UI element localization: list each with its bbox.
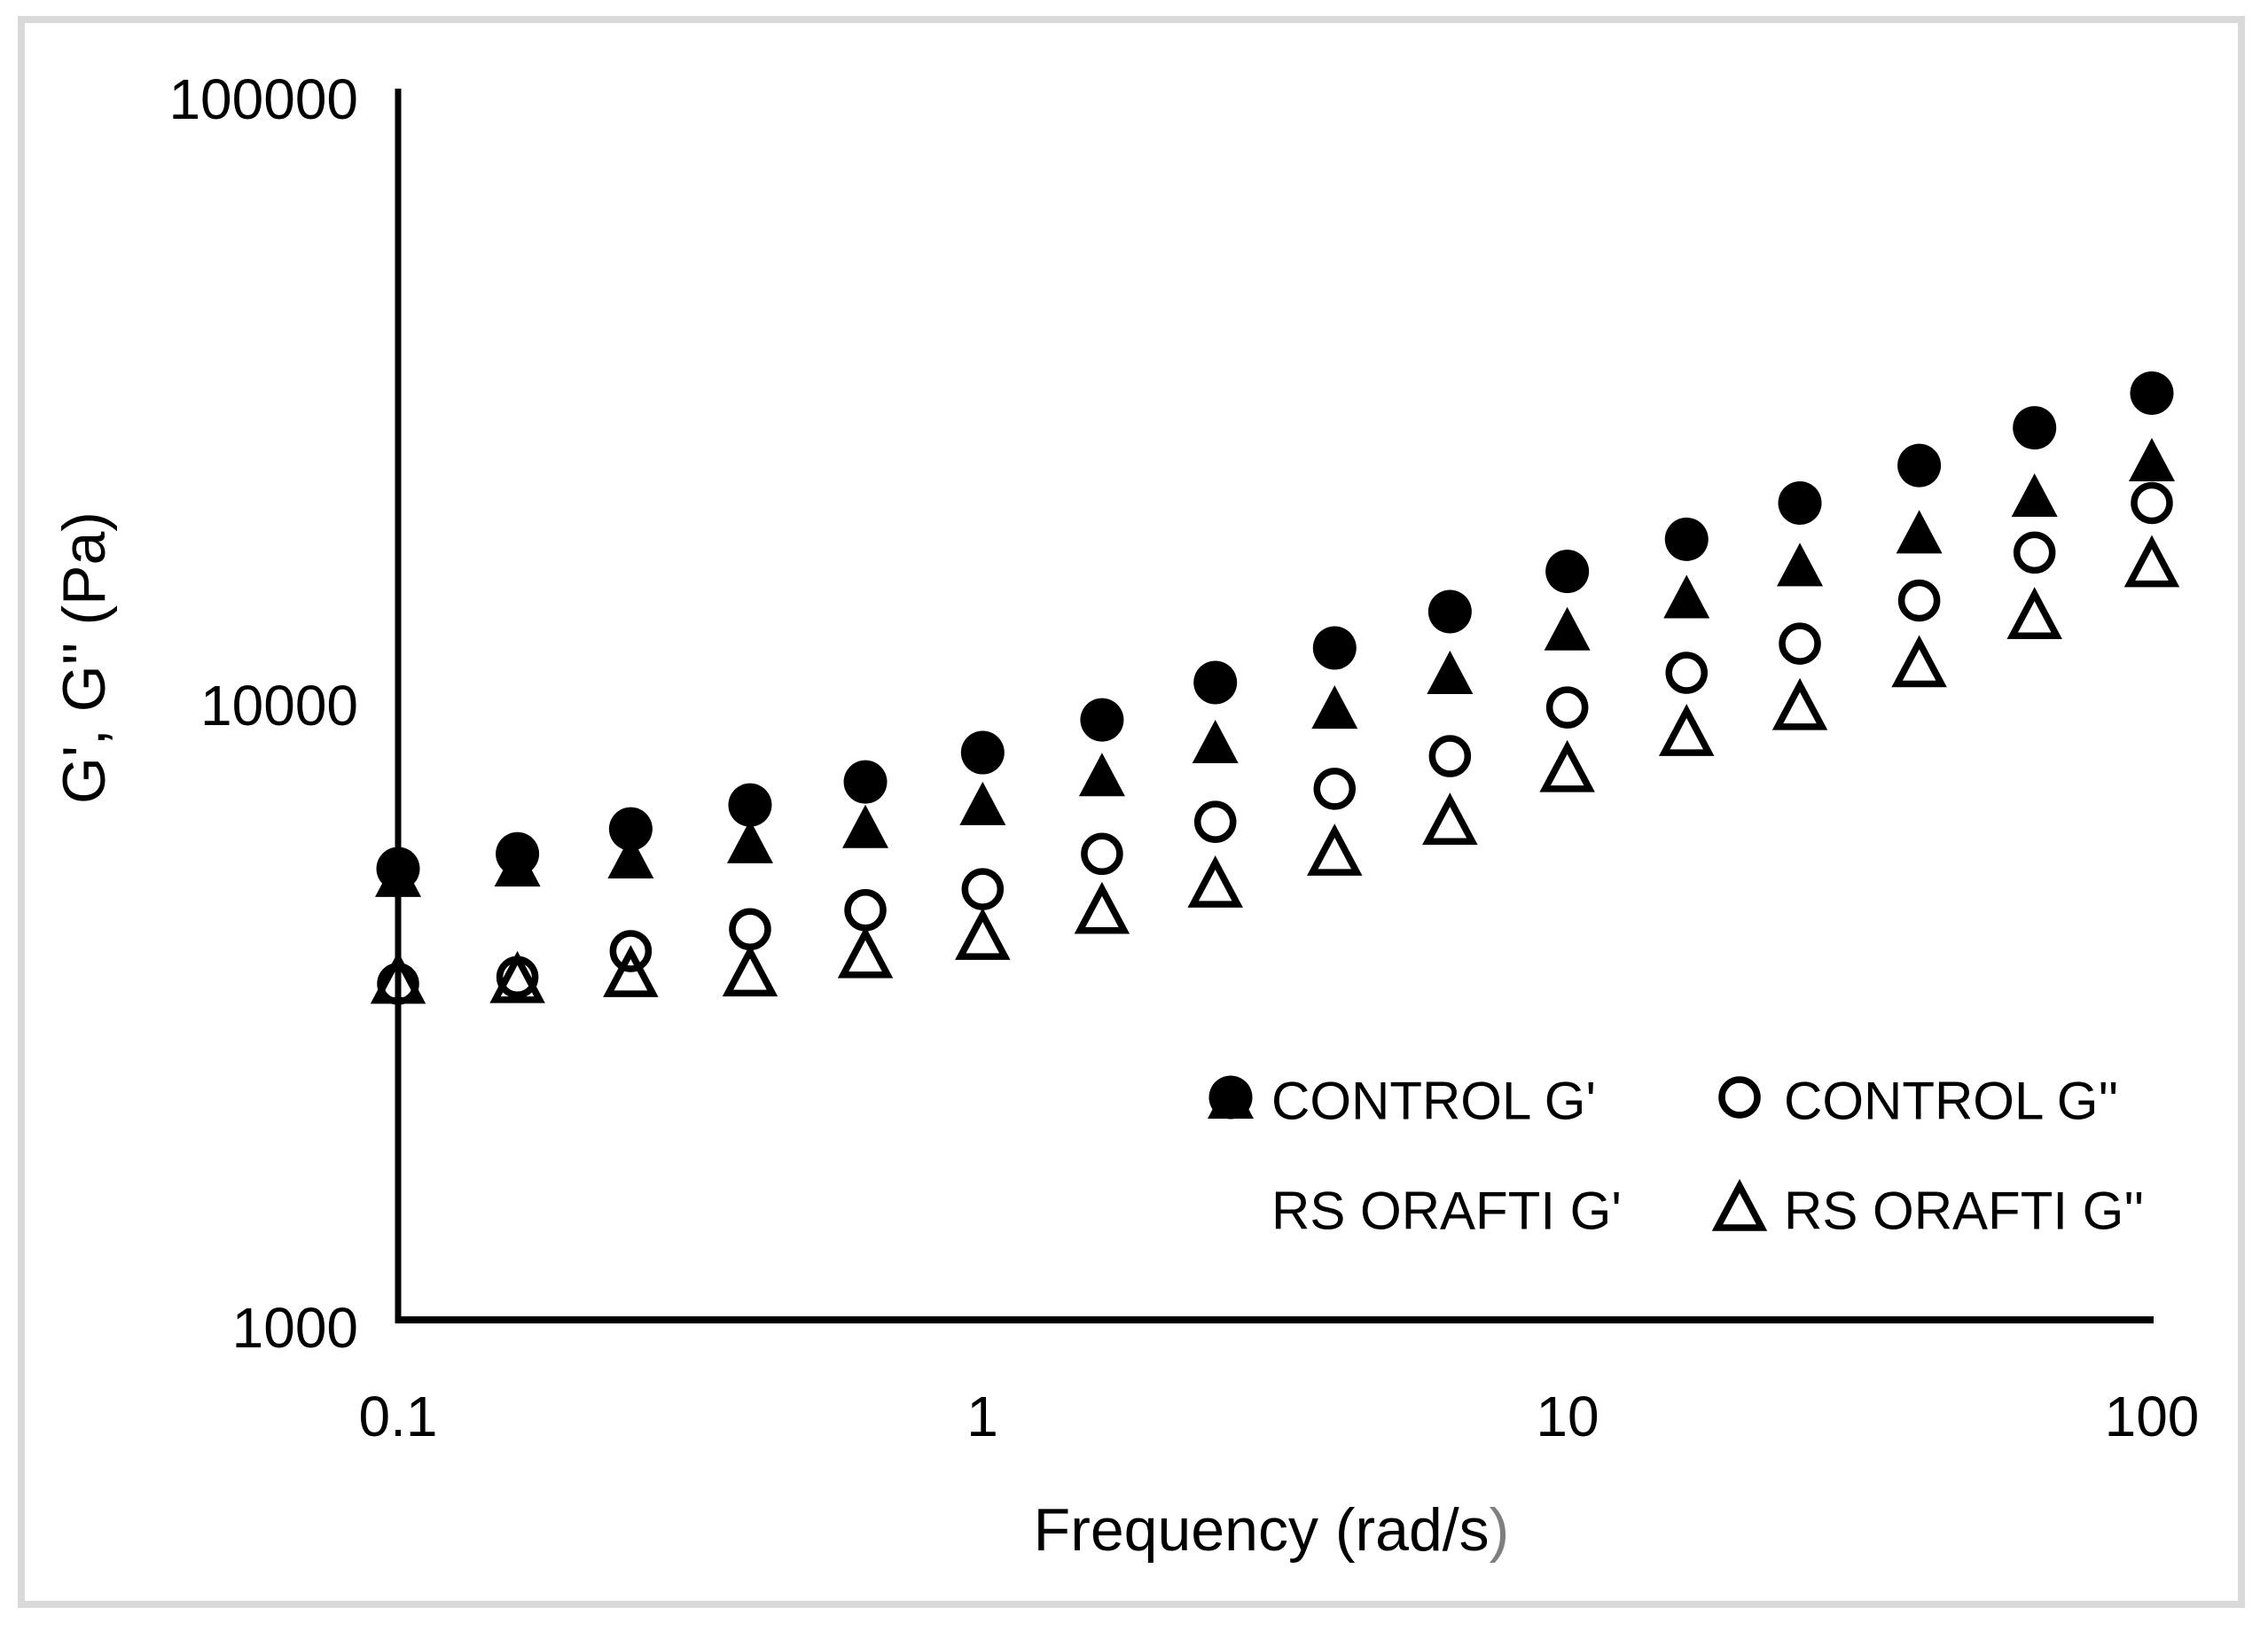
data-point-rs-orafti-g <box>370 951 426 1004</box>
x-tick-label-100: 100 <box>2105 1385 2200 1448</box>
data-point-rs-orafti-g <box>842 804 889 848</box>
data-point-rs-orafti-g <box>1307 823 1363 876</box>
data-point-control-g <box>2131 481 2173 525</box>
data-point-rs-orafti-g <box>1771 677 1828 730</box>
legend-marker-filled-triangle <box>1208 1075 1254 1119</box>
x-tick-label-0.1: 0.1 <box>359 1385 438 1448</box>
data-point-rs-orafti-g <box>603 945 659 997</box>
data-point-rs-orafti-g <box>1074 881 1130 934</box>
data-point-control-g <box>2130 371 2174 415</box>
data-point-control-g <box>1779 622 1821 665</box>
data-point-rs-orafti-g <box>1659 704 1715 756</box>
data-point-control-g <box>2013 406 2057 450</box>
data-point-rs-orafti-g <box>1187 855 1243 908</box>
legend-label-control-g-prime: CONTROL G' <box>1271 1072 1596 1131</box>
data-point-rs-orafti-g <box>1192 720 1239 764</box>
data-point-control-g <box>1193 800 1237 843</box>
legend-marker-open-triangle <box>1711 1179 1768 1231</box>
data-point-control-g <box>1427 589 1472 634</box>
data-point-rs-orafti-g <box>1427 651 1474 695</box>
x-tick-label-1: 1 <box>966 1385 998 1448</box>
data-point-rs-orafti-g <box>1539 739 1595 792</box>
data-point-control-g <box>1664 517 1709 561</box>
data-point-rs-orafti-g <box>959 781 1006 825</box>
data-points-group <box>370 371 2180 1005</box>
data-point-control-g <box>844 889 887 932</box>
data-point-rs-orafti-g <box>494 843 541 887</box>
data-point-rs-orafti-g <box>726 819 773 863</box>
data-point-control-g <box>1080 698 1124 742</box>
data-point-control-g <box>1545 686 1589 729</box>
data-point-control-g <box>1313 768 1357 810</box>
data-point-rs-orafti-g <box>722 944 778 997</box>
data-point-rs-orafti-g <box>489 950 545 1003</box>
data-point-control-g <box>961 868 1005 910</box>
legend-label-rs-orafti-g-doubleprime: RS ORAFTI G'' <box>1784 1182 2144 1241</box>
data-point-control-g <box>1081 832 1123 876</box>
data-point-control-g <box>1193 660 1238 705</box>
data-point-control-g <box>1545 550 1590 594</box>
data-point-rs-orafti-g <box>1311 685 1358 730</box>
x-axis-title-main: Frequency (rad/s <box>1034 1496 1490 1564</box>
data-point-rs-orafti-g <box>2123 535 2180 588</box>
data-point-rs-orafti-g <box>375 853 421 897</box>
data-point-rs-orafti-g <box>1663 574 1710 619</box>
data-point-control-g <box>1312 626 1357 670</box>
data-point-rs-orafti-g <box>1896 510 1943 554</box>
x-axis-title-gray-paren: ) <box>1490 1496 1510 1564</box>
x-tick-label-10: 10 <box>1536 1385 1599 1448</box>
legend-marker-open-circle <box>1718 1076 1761 1119</box>
data-point-rs-orafti-g <box>1422 792 1478 845</box>
data-point-rs-orafti-g <box>2011 473 2058 518</box>
data-point-rs-orafti-g <box>607 834 654 878</box>
data-point-control-g <box>1778 480 1822 525</box>
figure-border <box>18 16 2245 1608</box>
y-tick-label-10000: 10000 <box>200 674 358 737</box>
y-tick-label-100000: 100000 <box>168 67 358 131</box>
legend-label-control-g-doubleprime: CONTROL G'' <box>1784 1072 2118 1131</box>
data-point-control-g <box>608 807 653 851</box>
legend-label-rs-orafti-g-prime: RS ORAFTI G' <box>1271 1182 1622 1241</box>
data-point-rs-orafti-g <box>2128 438 2175 482</box>
data-point-control-g <box>729 908 771 951</box>
x-axis-title: Frequency (rad/s) <box>1034 1496 1510 1564</box>
data-point-rs-orafti-g <box>1777 542 1824 587</box>
legend: CONTROL G' CONTROL G'' RS ORAFTI G' RS O… <box>1208 1072 2144 1241</box>
data-point-rs-orafti-g <box>1544 606 1591 651</box>
y-tick-label-1000: 1000 <box>232 1296 358 1360</box>
data-point-control-g <box>1665 652 1708 694</box>
data-point-control-g <box>2013 531 2056 574</box>
data-point-rs-orafti-g <box>2006 587 2062 640</box>
data-point-control-g <box>1428 735 1472 777</box>
data-point-control-g <box>728 783 772 827</box>
data-point-control-g <box>843 760 888 804</box>
data-point-control-g <box>609 930 653 972</box>
y-axis-title: G', G'' (Pa) <box>51 511 118 804</box>
data-point-rs-orafti-g <box>837 925 894 979</box>
data-point-control-g <box>1897 443 1942 488</box>
data-point-rs-orafti-g <box>1891 635 1947 688</box>
data-point-rs-orafti-g <box>1078 753 1125 797</box>
data-point-control-g <box>1897 579 1941 622</box>
data-point-rs-orafti-g <box>955 908 1011 960</box>
data-point-control-g <box>960 730 1005 775</box>
